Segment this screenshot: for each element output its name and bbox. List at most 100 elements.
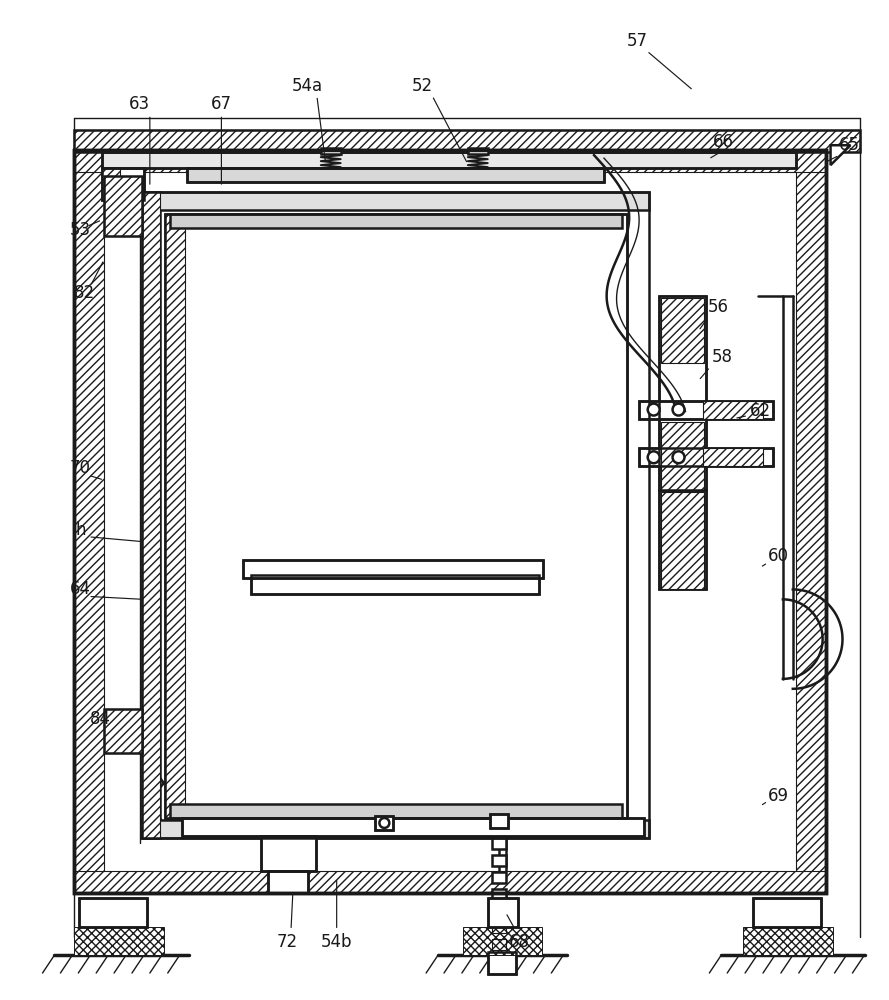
Bar <box>104 709 142 753</box>
Bar <box>79 898 147 927</box>
Bar <box>142 192 160 838</box>
Bar <box>187 168 604 182</box>
Bar <box>492 889 506 899</box>
Bar <box>75 130 861 152</box>
Bar <box>244 560 543 578</box>
Bar <box>75 871 826 893</box>
Bar <box>492 922 506 933</box>
Bar <box>490 814 508 828</box>
Bar <box>639 401 773 419</box>
Text: 70: 70 <box>70 459 91 477</box>
Bar <box>375 816 393 830</box>
Bar <box>75 150 826 172</box>
Bar <box>492 872 506 883</box>
Text: 57: 57 <box>626 32 647 50</box>
Bar <box>142 192 160 838</box>
Bar <box>659 296 707 490</box>
Bar <box>488 952 516 974</box>
Bar <box>102 152 796 168</box>
Text: 53: 53 <box>69 221 91 239</box>
Bar <box>659 490 707 589</box>
Bar <box>261 836 316 871</box>
Bar <box>639 448 773 466</box>
Text: 54a: 54a <box>292 77 323 95</box>
Text: 62: 62 <box>749 402 771 420</box>
Bar <box>170 804 622 818</box>
Text: 72: 72 <box>276 933 298 951</box>
Text: 63: 63 <box>130 95 150 113</box>
Text: 65: 65 <box>839 136 860 154</box>
Bar <box>661 422 704 490</box>
Bar <box>181 818 644 836</box>
Bar <box>492 905 506 916</box>
Bar <box>492 905 506 916</box>
Bar <box>703 448 763 466</box>
Bar <box>252 575 540 594</box>
Circle shape <box>673 451 685 463</box>
Text: h: h <box>75 521 85 539</box>
Bar <box>743 927 833 955</box>
Bar <box>75 150 826 893</box>
Circle shape <box>380 818 389 828</box>
Bar <box>164 214 627 818</box>
Bar <box>142 192 649 838</box>
Bar <box>492 872 506 883</box>
Text: 69: 69 <box>767 787 789 805</box>
Bar <box>244 560 543 578</box>
Bar <box>142 192 649 210</box>
Bar <box>268 871 308 893</box>
Bar <box>102 152 796 168</box>
Bar <box>75 150 104 893</box>
Bar <box>492 855 506 866</box>
Bar <box>252 575 540 594</box>
Bar <box>488 898 517 927</box>
Bar <box>492 855 506 866</box>
Bar <box>661 492 704 589</box>
Text: 64: 64 <box>70 580 91 598</box>
Bar <box>321 148 340 154</box>
Text: 68: 68 <box>509 933 530 951</box>
Text: 66: 66 <box>713 133 733 151</box>
Bar <box>753 898 821 927</box>
Bar <box>164 214 185 818</box>
Bar <box>268 871 308 893</box>
Bar <box>753 898 821 927</box>
Bar <box>104 709 142 753</box>
Bar <box>170 214 622 228</box>
Circle shape <box>648 404 660 416</box>
Bar <box>490 814 508 828</box>
Bar <box>639 448 773 466</box>
Circle shape <box>673 404 685 416</box>
Bar <box>102 168 120 200</box>
Bar <box>463 927 542 955</box>
Bar <box>492 939 506 950</box>
Bar <box>102 168 144 200</box>
Text: 56: 56 <box>708 298 729 316</box>
Bar <box>468 148 488 154</box>
Bar <box>492 838 506 849</box>
Bar <box>104 176 142 236</box>
Bar <box>639 401 773 419</box>
Bar <box>661 298 704 363</box>
Text: 52: 52 <box>412 77 433 95</box>
Bar <box>102 168 144 200</box>
Bar <box>492 838 506 849</box>
Bar <box>75 150 826 893</box>
Bar <box>181 818 644 836</box>
Text: 84: 84 <box>90 710 110 728</box>
Text: 67: 67 <box>211 95 232 113</box>
Bar <box>492 939 506 950</box>
Bar <box>659 296 707 490</box>
Bar <box>142 820 649 838</box>
Bar <box>375 816 393 830</box>
Polygon shape <box>830 145 851 165</box>
Bar <box>164 214 627 818</box>
Bar <box>75 130 861 152</box>
Bar <box>104 176 142 236</box>
Bar <box>75 927 164 955</box>
Bar <box>703 401 763 419</box>
Circle shape <box>648 451 660 463</box>
Bar <box>187 168 604 182</box>
Bar <box>488 952 516 974</box>
Text: 58: 58 <box>712 348 733 366</box>
